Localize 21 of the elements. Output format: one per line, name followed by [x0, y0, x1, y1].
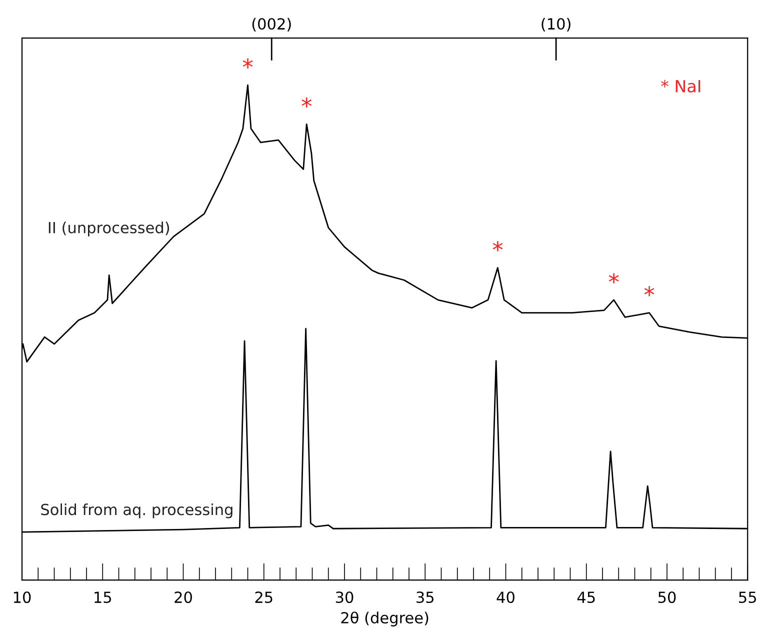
- annotation: *: [302, 98, 312, 108]
- series-label: II (unprocessed): [48, 222, 170, 236]
- x-tick-label: 35: [416, 591, 434, 604]
- x-tick-label: 40: [496, 591, 514, 604]
- annotation: * NaI: [661, 80, 700, 92]
- annotation: *: [644, 286, 654, 296]
- x-tick-label: 25: [255, 591, 272, 604]
- annotation: *: [608, 273, 619, 284]
- x-tick-label: 50: [658, 591, 676, 604]
- x-tick-label: 30: [336, 591, 354, 604]
- x-axis-title: 2θ (degree): [341, 612, 428, 626]
- x-tick-label: 15: [94, 592, 112, 604]
- x-tick-label: 10: [14, 591, 31, 604]
- series-label: Solid from aq. processing: [41, 503, 232, 518]
- x-tick-label: 20: [174, 591, 192, 604]
- annotation: *: [492, 241, 503, 252]
- annotation: *: [242, 58, 253, 69]
- x-tick-label: 55: [739, 592, 756, 604]
- x-tick-label: 45: [577, 592, 595, 604]
- text: (10): [542, 18, 570, 32]
- text: (002): [252, 18, 291, 32]
